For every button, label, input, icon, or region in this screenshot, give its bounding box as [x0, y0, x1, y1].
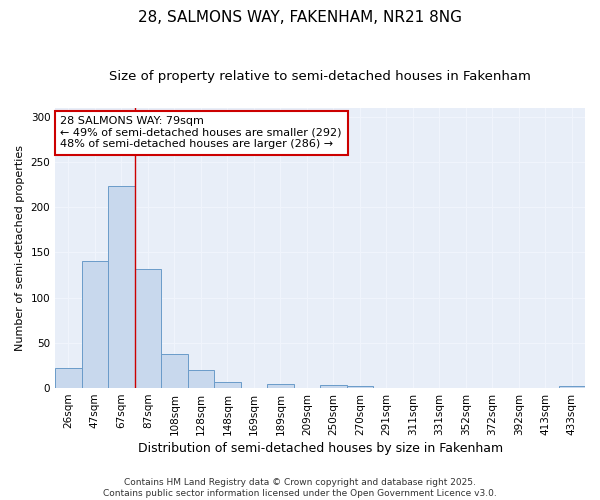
Bar	[267, 384, 293, 388]
Text: Contains HM Land Registry data © Crown copyright and database right 2025.
Contai: Contains HM Land Registry data © Crown c…	[103, 478, 497, 498]
Text: 28 SALMONS WAY: 79sqm
← 49% of semi-detached houses are smaller (292)
48% of sem: 28 SALMONS WAY: 79sqm ← 49% of semi-deta…	[61, 116, 342, 150]
Bar	[82, 262, 108, 388]
Bar	[55, 368, 82, 388]
Text: 28, SALMONS WAY, FAKENHAM, NR21 8NG: 28, SALMONS WAY, FAKENHAM, NR21 8NG	[138, 10, 462, 25]
Bar	[134, 268, 161, 388]
Bar	[161, 354, 188, 388]
X-axis label: Distribution of semi-detached houses by size in Fakenham: Distribution of semi-detached houses by …	[137, 442, 503, 455]
Title: Size of property relative to semi-detached houses in Fakenham: Size of property relative to semi-detach…	[109, 70, 531, 83]
Bar	[188, 370, 214, 388]
Bar	[559, 386, 585, 388]
Bar	[214, 382, 241, 388]
Y-axis label: Number of semi-detached properties: Number of semi-detached properties	[15, 145, 25, 351]
Bar	[320, 386, 347, 388]
Bar	[347, 386, 373, 388]
Bar	[108, 186, 134, 388]
